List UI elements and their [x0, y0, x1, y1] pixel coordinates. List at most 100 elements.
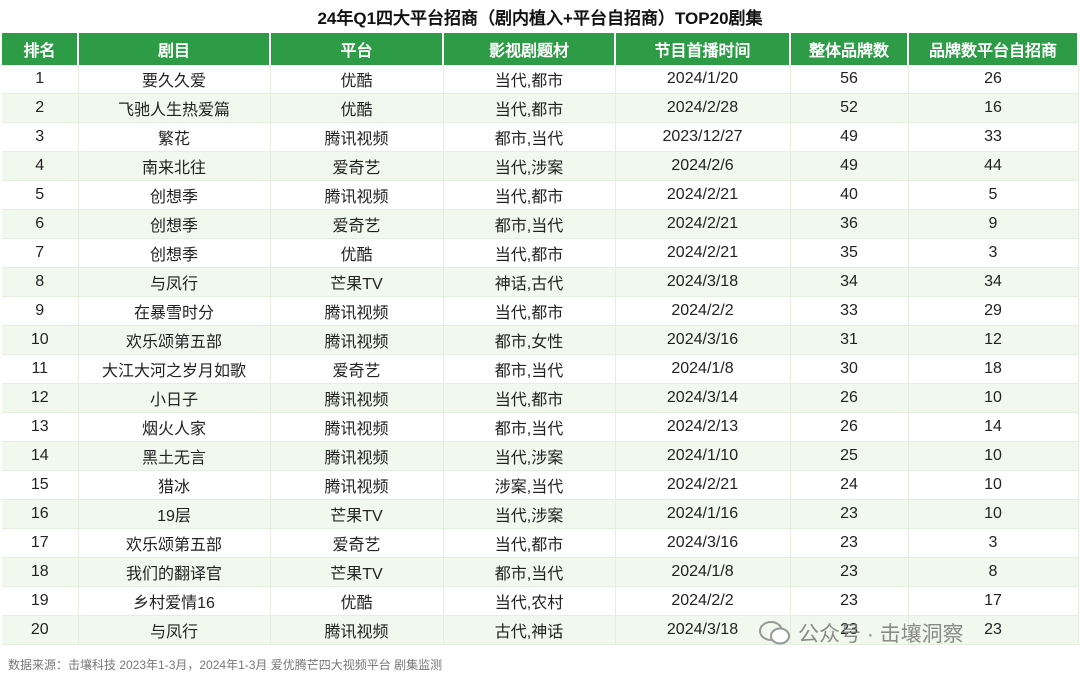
- table-cell: 23: [790, 615, 909, 645]
- table-cell: 24: [790, 470, 909, 500]
- data-table: 排名 剧目 平台 影视剧题材 节目首播时间 整体品牌数 品牌数平台自招商 1 要久久爱 优酷 当代…: [2, 33, 1079, 645]
- table-cell: 3: [908, 238, 1079, 268]
- table-cell: 欢乐颂第五部: [78, 325, 271, 355]
- table-cell: 当代,农村: [443, 586, 616, 616]
- table-cell: 腾讯视频: [270, 383, 444, 413]
- table-body: 1 要久久爱 优酷 当代,都市 2024/1/20 56 26 2 飞驰人生热爱篇 优酷 当代,都市…: [2, 65, 1079, 645]
- table-cell: 16: [908, 93, 1079, 123]
- header-cell: 排名: [2, 33, 79, 65]
- table-cell: 3: [2, 122, 79, 152]
- table-cell: 9: [908, 209, 1079, 239]
- table-cell: 12: [2, 383, 79, 413]
- table-cell: 2024/1/8: [615, 354, 791, 384]
- table-cell: 2023/12/27: [615, 122, 791, 152]
- table-cell: 2024/2/21: [615, 470, 791, 500]
- table-cell: 2024/2/21: [615, 238, 791, 268]
- table-row: 17 欢乐颂第五部 爱奇艺 当代,都市 2024/3/16 23 3: [2, 528, 1079, 558]
- table-cell: 26: [790, 383, 909, 413]
- table-cell: 古代,神话: [443, 615, 616, 645]
- table-cell: 8: [2, 267, 79, 297]
- table-cell: 9: [2, 296, 79, 326]
- table-cell: 爱奇艺: [270, 209, 444, 239]
- table-cell: 2024/2/13: [615, 412, 791, 442]
- table-cell: 15: [2, 470, 79, 500]
- table-cell: 在暴雪时分: [78, 296, 271, 326]
- table-cell: 腾讯视频: [270, 441, 444, 471]
- table-cell: 创想季: [78, 209, 271, 239]
- table-cell: 10: [2, 325, 79, 355]
- table-cell: 南来北往: [78, 151, 271, 181]
- table-cell: 10: [908, 441, 1079, 471]
- table-cell: 当代,都市: [443, 296, 616, 326]
- table-cell: 黑土无言: [78, 441, 271, 471]
- table-cell: 34: [908, 267, 1079, 297]
- table-cell: 23: [790, 586, 909, 616]
- table-cell: 2024/2/2: [615, 296, 791, 326]
- table-cell: 2024/3/18: [615, 615, 791, 645]
- table-cell: 2024/1/20: [615, 65, 791, 94]
- table-cell: 33: [790, 296, 909, 326]
- table-cell: 33: [908, 122, 1079, 152]
- table-cell: 2024/3/16: [615, 528, 791, 558]
- header-cell: 剧目: [78, 33, 271, 65]
- table-cell: 17: [2, 528, 79, 558]
- table-cell: 29: [908, 296, 1079, 326]
- table-cell: 14: [2, 441, 79, 471]
- table-cell: 芒果TV: [270, 499, 444, 529]
- watermark: 公众号 · 击壤洞察: [758, 618, 964, 648]
- table-cell: 16: [2, 499, 79, 529]
- table-row: 19 乡村爱情16 优酷 当代,农村 2024/2/2 23 17: [2, 586, 1079, 616]
- table-cell: 25: [790, 441, 909, 471]
- table-row: 5 创想季 腾讯视频 当代,都市 2024/2/21 40 5: [2, 180, 1079, 210]
- table-cell: 30: [790, 354, 909, 384]
- table-cell: 优酷: [270, 238, 444, 268]
- table-cell: 我们的翻译官: [78, 557, 271, 587]
- table-row: 14 黑土无言 腾讯视频 当代,涉案 2024/1/10 25 10: [2, 441, 1079, 471]
- table-row: 18 我们的翻译官 芒果TV 都市,当代 2024/1/8 23 8: [2, 557, 1079, 587]
- table-cell: 欢乐颂第五部: [78, 528, 271, 558]
- table-cell: 都市,女性: [443, 325, 616, 355]
- table-cell: 2024/3/16: [615, 325, 791, 355]
- table-row: 10 欢乐颂第五部 腾讯视频 都市,女性 2024/3/16 31 12: [2, 325, 1079, 355]
- table-cell: 49: [790, 151, 909, 181]
- table-cell: 爱奇艺: [270, 354, 444, 384]
- table-cell: 当代,都市: [443, 65, 616, 94]
- table-cell: 5: [2, 180, 79, 210]
- table-cell: 5: [908, 180, 1079, 210]
- table-cell: 都市,当代: [443, 209, 616, 239]
- table-cell: 14: [908, 412, 1079, 442]
- table-cell: 23: [790, 557, 909, 587]
- table-cell: 23: [790, 499, 909, 529]
- table-row: 15 猎冰 腾讯视频 涉案,当代 2024/2/21 24 10: [2, 470, 1079, 500]
- table-cell: 8: [908, 557, 1079, 587]
- table-cell: 腾讯视频: [270, 122, 444, 152]
- table-cell: 都市,当代: [443, 557, 616, 587]
- table-cell: 都市,当代: [443, 122, 616, 152]
- table-cell: 34: [790, 267, 909, 297]
- table-cell: 2024/2/2: [615, 586, 791, 616]
- table-cell: 爱奇艺: [270, 151, 444, 181]
- table-row: 1 要久久爱 优酷 当代,都市 2024/1/20 56 26: [2, 65, 1079, 94]
- table-cell: 10: [908, 470, 1079, 500]
- header-cell: 品牌数平台自招商: [908, 33, 1079, 65]
- table-cell: 当代,涉案: [443, 441, 616, 471]
- table-row: 3 繁花 腾讯视频 都市,当代 2023/12/27 49 33: [2, 122, 1079, 152]
- table-title: 24年Q1四大平台招商（剧内植入+平台自招商）TOP20剧集: [317, 9, 763, 28]
- table-cell: 10: [908, 383, 1079, 413]
- table-cell: 19层: [78, 499, 271, 529]
- table-cell: 优酷: [270, 93, 444, 123]
- table-cell: 腾讯视频: [270, 470, 444, 500]
- table-cell: 2: [2, 93, 79, 123]
- table-cell: 7: [2, 238, 79, 268]
- table-cell: 腾讯视频: [270, 325, 444, 355]
- table-cell: 13: [2, 412, 79, 442]
- table-cell: 19: [2, 586, 79, 616]
- table-cell: 芒果TV: [270, 557, 444, 587]
- table-cell: 49: [790, 122, 909, 152]
- table-cell: 当代,都市: [443, 238, 616, 268]
- table-cell: 要久久爱: [78, 65, 271, 94]
- table-cell: 2024/1/8: [615, 557, 791, 587]
- wechat-icon: [759, 621, 790, 645]
- table-cell: 创想季: [78, 180, 271, 210]
- table-cell: 当代,涉案: [443, 499, 616, 529]
